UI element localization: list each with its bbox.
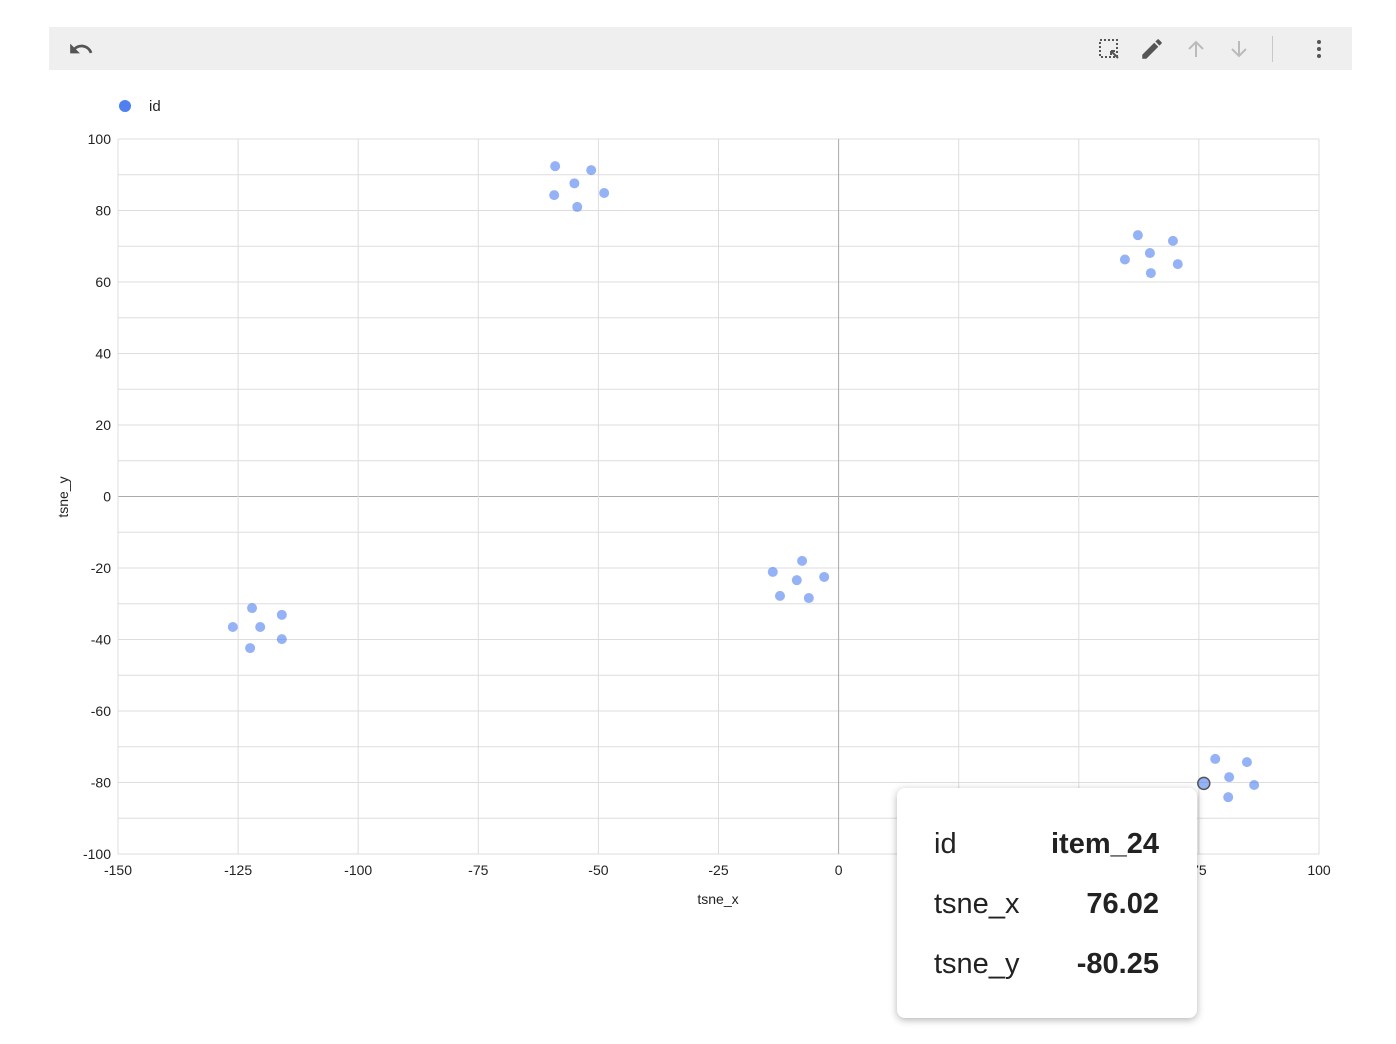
arrow-down-icon bbox=[1231, 41, 1247, 58]
undo-button[interactable] bbox=[67, 35, 95, 63]
move-up-button[interactable] bbox=[1182, 35, 1210, 63]
data-point[interactable] bbox=[1144, 248, 1155, 259]
legend[interactable]: id bbox=[119, 98, 161, 115]
data-point[interactable] bbox=[1145, 268, 1156, 279]
y-tick-label: 80 bbox=[95, 203, 111, 219]
edit-button[interactable] bbox=[1138, 35, 1166, 63]
x-tick-label: -125 bbox=[224, 862, 252, 878]
point-tooltip: id item_24 tsne_x 76.02 tsne_y -80.25 bbox=[897, 788, 1197, 1018]
move-down-button[interactable] bbox=[1225, 35, 1253, 63]
undo-icon bbox=[70, 43, 93, 54]
data-point[interactable] bbox=[550, 161, 561, 172]
y-tick-label: 60 bbox=[95, 274, 111, 290]
legend-label: id bbox=[149, 98, 161, 115]
data-point[interactable] bbox=[1224, 772, 1235, 783]
tooltip-value: -80.25 bbox=[1076, 948, 1159, 980]
data-point[interactable] bbox=[797, 555, 808, 566]
x-tick-label: -150 bbox=[104, 862, 132, 878]
y-axis-label: tsne_y bbox=[55, 476, 71, 517]
pencil-icon bbox=[1142, 39, 1162, 59]
data-point[interactable] bbox=[227, 621, 238, 632]
x-tick-label: 0 bbox=[835, 862, 843, 878]
data-point[interactable] bbox=[1167, 235, 1178, 246]
more-vert-icon bbox=[1317, 40, 1321, 58]
x-tick-label: -50 bbox=[588, 862, 608, 878]
tooltip-key: id bbox=[934, 828, 957, 860]
y-tick-label: -80 bbox=[91, 775, 111, 791]
data-point[interactable] bbox=[569, 178, 580, 189]
tooltip-value: 76.02 bbox=[1086, 888, 1159, 920]
data-point[interactable] bbox=[276, 634, 287, 645]
chart-toolbar bbox=[49, 27, 1352, 70]
data-point[interactable] bbox=[1119, 254, 1130, 265]
x-tick-label: -100 bbox=[344, 862, 372, 878]
arrow-up-icon bbox=[1188, 40, 1204, 57]
y-tick-label: 100 bbox=[88, 131, 112, 147]
tooltip-row-tsne-x: tsne_x 76.02 bbox=[934, 888, 1159, 921]
tooltip-row-tsne-y: tsne_y -80.25 bbox=[934, 948, 1159, 981]
tooltip-value: item_24 bbox=[1050, 828, 1159, 860]
more-options-button[interactable] bbox=[1305, 35, 1333, 63]
x-tick-label: -75 bbox=[468, 862, 488, 878]
select-region-icon bbox=[1099, 39, 1119, 59]
y-tick-label: -60 bbox=[91, 703, 111, 719]
data-point[interactable] bbox=[572, 201, 583, 212]
tooltip-key: tsne_x bbox=[934, 888, 1020, 920]
data-point[interactable] bbox=[1210, 753, 1221, 764]
tooltip-row-id: id item_24 bbox=[934, 828, 1159, 861]
data-point[interactable] bbox=[1223, 792, 1234, 803]
y-tick-label: 20 bbox=[95, 417, 111, 433]
data-point[interactable] bbox=[1172, 259, 1183, 270]
data-point[interactable] bbox=[245, 643, 256, 654]
y-tick-label: -20 bbox=[91, 560, 111, 576]
data-point[interactable] bbox=[1241, 757, 1252, 768]
data-point[interactable] bbox=[1132, 230, 1143, 241]
x-tick-label: 100 bbox=[1307, 862, 1331, 878]
highlighted-point[interactable] bbox=[1197, 776, 1211, 791]
data-point[interactable] bbox=[247, 603, 258, 614]
data-point[interactable] bbox=[276, 609, 287, 620]
data-point[interactable] bbox=[586, 165, 597, 176]
legend-marker bbox=[119, 100, 131, 112]
y-tick-label: 40 bbox=[95, 346, 111, 362]
data-point[interactable] bbox=[1249, 780, 1260, 791]
y-tick-label: -40 bbox=[91, 632, 111, 648]
select-region-button[interactable] bbox=[1095, 35, 1123, 63]
data-point[interactable] bbox=[819, 571, 830, 582]
y-tick-label: 0 bbox=[103, 489, 111, 505]
data-point[interactable] bbox=[767, 566, 778, 577]
data-point[interactable] bbox=[774, 590, 785, 601]
toolbar-divider bbox=[1272, 36, 1273, 62]
y-tick-label: -100 bbox=[83, 846, 111, 862]
data-point[interactable] bbox=[599, 187, 610, 198]
data-point[interactable] bbox=[255, 621, 266, 632]
data-point[interactable] bbox=[791, 575, 802, 586]
tooltip-key: tsne_y bbox=[934, 948, 1020, 980]
x-tick-label: -25 bbox=[708, 862, 728, 878]
data-point[interactable] bbox=[803, 593, 814, 604]
data-point[interactable] bbox=[549, 190, 560, 201]
x-axis-label: tsne_x bbox=[697, 891, 738, 907]
